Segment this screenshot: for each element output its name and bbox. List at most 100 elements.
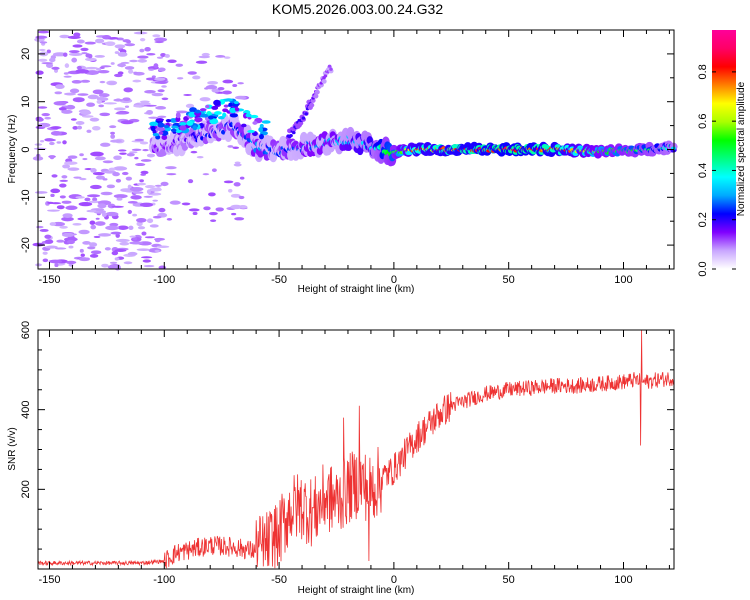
spectrogram-cell <box>68 52 83 56</box>
spectrogram-cell <box>157 122 165 128</box>
spectrogram-cell <box>140 173 147 176</box>
spectrogram-cell <box>165 118 172 123</box>
spectrogram-cell <box>227 188 233 193</box>
spectrogram-cell <box>250 114 259 119</box>
spectrogram-cell <box>148 116 159 119</box>
x-tick-label: 0 <box>391 574 397 586</box>
spectrogram-cell <box>154 249 160 253</box>
spectrogram-cell <box>160 181 169 187</box>
spectrogram-cell <box>61 175 68 179</box>
spectrogram-cell <box>199 108 207 112</box>
spectrogram-cell <box>65 260 77 265</box>
spectrogram-cell <box>129 151 138 154</box>
spectrogram-cell <box>112 171 120 177</box>
spectrogram-cell <box>109 261 118 264</box>
spectrogram-cell <box>156 127 166 132</box>
spectrogram-cell <box>113 166 128 171</box>
spectrogram-cell <box>55 84 65 90</box>
spectrogram-cell <box>123 87 133 93</box>
spectrogram-cell <box>63 72 69 75</box>
spectrogram-cell <box>221 90 233 95</box>
spectrogram-cell <box>81 115 94 118</box>
spectrogram-cell <box>54 91 63 95</box>
spectrogram-cell <box>54 247 67 250</box>
spectrogram-cell <box>198 55 211 59</box>
spectrogram-cell <box>113 155 122 160</box>
spectrogram-cell <box>113 98 123 102</box>
spectrogram-cell <box>132 213 138 217</box>
spectrogram-cell <box>61 216 74 222</box>
spectrogram-cell <box>309 102 315 108</box>
spectrogram-cell <box>329 67 333 71</box>
spectrogram-cell <box>61 232 75 237</box>
spectrogram-cell <box>120 188 132 193</box>
spectrogram-cell <box>92 89 104 95</box>
spectrogram-cell <box>154 77 166 81</box>
spectrogram-cell <box>223 180 234 184</box>
spectrogram-cell <box>146 218 154 224</box>
spectrogram-cell <box>88 209 97 213</box>
spectrogram-cell <box>192 125 198 131</box>
spectrogram-cell <box>108 167 116 172</box>
spectrogram-cell <box>75 196 85 199</box>
spectrogram-cell <box>85 53 91 58</box>
spectrogram-cell <box>39 228 49 232</box>
spectrogram-cell <box>215 207 224 212</box>
spectrogram-cell <box>116 197 123 201</box>
spectrogram-cell <box>187 71 197 75</box>
spectrogram-cell <box>154 81 168 84</box>
spectrogram-cell <box>63 161 78 165</box>
spectrogram-cell <box>151 92 164 97</box>
spectrogram-cell <box>50 130 62 136</box>
spectrogram-cell <box>139 100 150 103</box>
spectrogram-cell <box>139 179 144 183</box>
spectrogram-cell <box>82 241 91 245</box>
spectrogram-cell <box>131 148 142 152</box>
spectrogram-cell <box>54 263 59 268</box>
spectrogram-cell <box>84 66 99 70</box>
spectrogram-cell <box>38 58 48 62</box>
spectrogram-cell <box>136 221 143 227</box>
spectrogram-cell <box>69 88 80 94</box>
spectrogram-cell <box>90 250 102 255</box>
spectrogram-cell <box>202 173 210 176</box>
spectrogram-cell <box>228 102 233 107</box>
spectrogram-cell <box>154 238 161 243</box>
spectrogram-cell <box>183 116 189 122</box>
spectrogram-cell <box>155 187 162 191</box>
y-tick-label: -20 <box>20 237 32 253</box>
spectrogram-cell <box>65 104 76 110</box>
spectrogram-cell <box>152 215 162 219</box>
spectrogram-cell <box>68 50 80 54</box>
spectrogram-cell <box>223 104 229 108</box>
spectrogram-cell <box>139 48 145 53</box>
spectrogram-cell <box>166 218 173 221</box>
spectrogram-cell <box>117 63 127 68</box>
spectrogram-x-axis-label: Height of straight line (km) <box>298 284 415 295</box>
spectrogram-cell <box>124 66 135 70</box>
spectrogram-cell <box>68 245 74 249</box>
spectrogram-cell <box>229 107 237 114</box>
spectrogram-cell <box>113 194 128 199</box>
spectrogram-cell <box>50 193 55 198</box>
spectrogram-cell <box>125 176 133 181</box>
spectrogram-cell <box>77 93 89 96</box>
spectrogram-cell <box>113 107 126 111</box>
colorbar-tick-label: 0.8 <box>697 64 709 79</box>
spectrogram-cell <box>150 125 156 132</box>
snr-y-ticks: 200 400 600 <box>20 321 674 570</box>
spectrogram-cell <box>78 229 90 235</box>
spectrogram-cell <box>157 115 167 119</box>
spectrogram-cell <box>95 38 105 44</box>
snr-y-axis-label: SNR (v/v) <box>7 427 18 470</box>
x-tick-label: -100 <box>153 574 175 586</box>
spectrogram-y-ticks: -20 -10 0 10 20 <box>20 29 674 270</box>
y-tick-label: 0 <box>20 146 32 152</box>
spectrogram-cell <box>111 205 124 208</box>
spectrogram-cell <box>59 34 70 39</box>
spectrogram-cell <box>205 85 218 90</box>
spectrogram-cell <box>190 150 198 154</box>
spectrogram-cell <box>153 63 159 69</box>
spectrogram-cell <box>252 121 258 125</box>
spectrogram-cell <box>62 140 67 145</box>
